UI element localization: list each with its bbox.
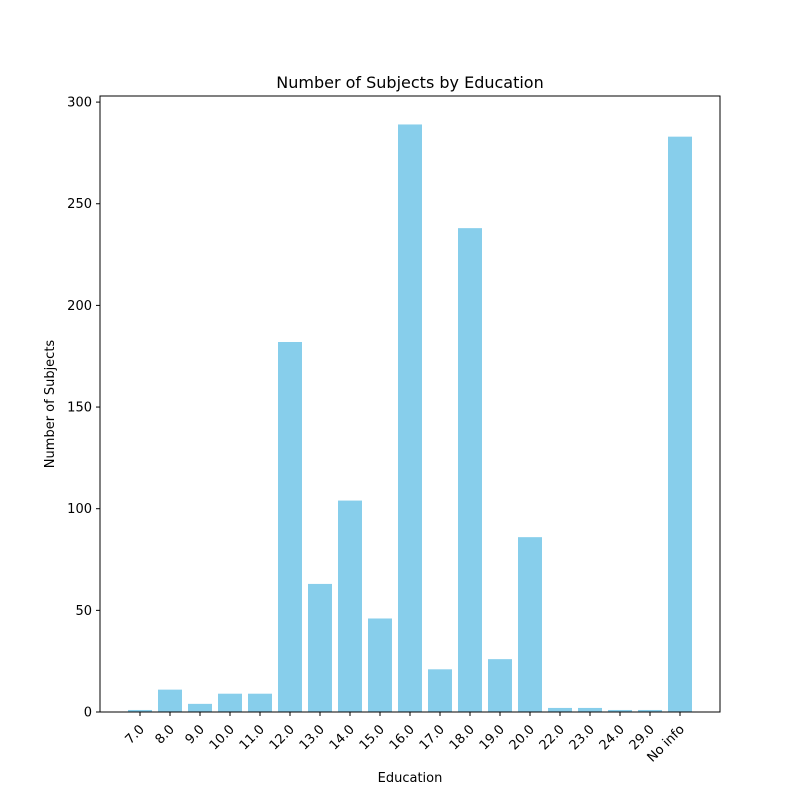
bar-24-0	[608, 709, 632, 712]
bar-15-0	[368, 618, 392, 712]
x-tick-label: 23.0	[567, 722, 598, 753]
x-tick-label: 7.0	[123, 722, 148, 747]
y-tick-label: 150	[67, 401, 92, 416]
bar-11-0	[248, 693, 272, 712]
x-tick-label: 22.0	[537, 722, 568, 753]
y-tick-label: 200	[67, 299, 92, 314]
x-tick-label: 10.0	[207, 722, 238, 753]
x-tick-label: 8.0	[153, 722, 178, 747]
x-tick-label: 16.0	[387, 722, 418, 753]
x-tick-label: 9.0	[183, 722, 208, 747]
bar-9-0	[188, 703, 212, 712]
x-axis-label: Education	[378, 771, 443, 786]
bar-18-0	[458, 228, 482, 713]
bar-no-info	[668, 136, 692, 713]
y-tick-label: 0	[84, 706, 92, 721]
bars-group	[128, 124, 692, 713]
x-tick-label: 24.0	[597, 722, 628, 753]
x-tick-label: 13.0	[297, 722, 328, 753]
x-tick-label: 15.0	[357, 722, 388, 753]
y-axis: 0 50 100 150 200 250 300	[67, 96, 100, 721]
bar-12-0	[278, 341, 302, 712]
y-tick-label: 300	[67, 96, 92, 111]
bar-13-0	[308, 583, 332, 712]
x-tick-label: 17.0	[417, 722, 448, 753]
x-axis: 7.0 8.0 9.010.011.012.013.014.015.016.017.…	[123, 712, 688, 765]
bar-23-0	[578, 707, 602, 712]
y-axis-label: Number of Subjects	[43, 340, 58, 469]
x-tick-label: 14.0	[327, 722, 358, 753]
bar-10-0	[218, 693, 242, 712]
y-tick-label: 100	[67, 502, 92, 517]
bar-29-0	[638, 709, 662, 712]
bar-19-0	[488, 659, 512, 712]
bar-17-0	[428, 669, 452, 712]
x-tick-label: 19.0	[477, 722, 508, 753]
bar-20-0	[518, 537, 542, 712]
x-tick-label: 18.0	[447, 722, 478, 753]
x-tick-label: 12.0	[267, 722, 298, 753]
bar-22-0	[548, 707, 572, 712]
bar-16-0	[398, 124, 422, 713]
bar-7-0	[128, 709, 152, 712]
y-tick-label: 250	[67, 197, 92, 212]
bar-8-0	[158, 689, 182, 712]
chart-title: Number of Subjects by Education	[276, 73, 543, 92]
x-tick-label: 20.0	[507, 722, 538, 753]
y-tick-label: 50	[75, 604, 92, 619]
bar-14-0	[338, 500, 362, 712]
x-tick-label: 11.0	[237, 722, 268, 753]
